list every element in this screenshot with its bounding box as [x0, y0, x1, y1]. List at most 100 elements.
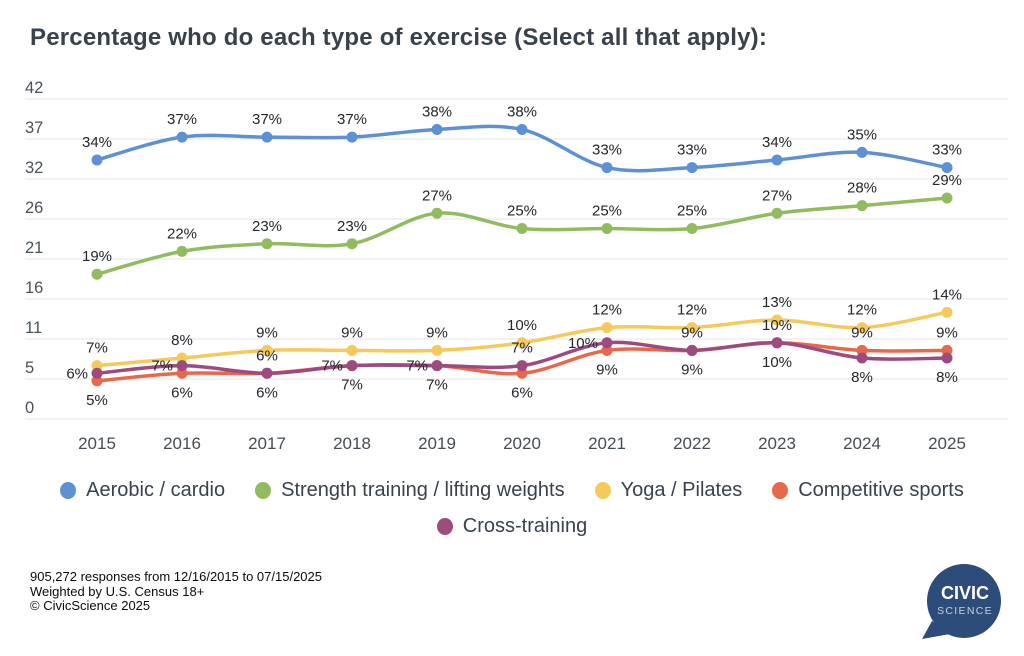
point-yoga-pilates-2024[interactable]: [856, 322, 868, 334]
label-cross-training-2016: 7%: [151, 358, 173, 375]
point-competitive-sports-2020[interactable]: [516, 367, 528, 379]
label-yoga-pilates-2016: 8%: [171, 332, 193, 349]
legend-item-aerobic-cardio[interactable]: Aerobic / cardio: [60, 479, 225, 502]
legend-label-strength-training: Strength training / lifting weights: [281, 479, 565, 501]
legend-swatch-yoga-pilates: [594, 482, 611, 499]
label-aerobic-cardio-2015: 34%: [82, 134, 112, 151]
x-tick-2025: 2025: [928, 434, 966, 453]
point-strength-training-2018[interactable]: [346, 238, 358, 250]
point-yoga-pilates-2016[interactable]: [176, 352, 188, 364]
point-competitive-sports-2021[interactable]: [601, 344, 613, 356]
point-yoga-pilates-2025[interactable]: [941, 306, 953, 318]
legend-swatch-competitive-sports: [772, 482, 789, 499]
point-aerobic-cardio-2017[interactable]: [261, 131, 273, 143]
point-yoga-pilates-2018[interactable]: [346, 344, 358, 356]
point-aerobic-cardio-2016[interactable]: [176, 131, 188, 143]
point-competitive-sports-2015[interactable]: [91, 375, 103, 387]
label-aerobic-cardio-2016: 37%: [167, 111, 197, 128]
point-cross-training-2015[interactable]: [91, 367, 103, 379]
y-tick-26: 26: [25, 199, 43, 217]
point-aerobic-cardio-2015[interactable]: [91, 154, 103, 166]
legend-item-yoga-pilates[interactable]: Yoga / Pilates: [594, 479, 742, 502]
label-aerobic-cardio-2024: 35%: [847, 126, 877, 143]
point-strength-training-2016[interactable]: [176, 245, 188, 257]
x-tick-2019: 2019: [418, 434, 456, 453]
label-competitive-sports-2016: 6%: [171, 384, 193, 401]
label-strength-training-2015: 19%: [82, 248, 112, 265]
point-aerobic-cardio-2020[interactable]: [516, 123, 528, 135]
label-yoga-pilates-2022: 12%: [677, 302, 707, 319]
point-yoga-pilates-2017[interactable]: [261, 344, 273, 356]
label-strength-training-2022: 25%: [677, 203, 707, 220]
label-yoga-pilates-2017: 9%: [256, 324, 278, 341]
point-aerobic-cardio-2024[interactable]: [856, 146, 868, 158]
label-cross-training-2021: 10%: [568, 335, 598, 352]
point-strength-training-2017[interactable]: [261, 238, 273, 250]
logo-text-science: SCIENCE: [937, 605, 993, 617]
label-cross-training-2020: 7%: [511, 340, 533, 357]
legend-item-strength-training[interactable]: Strength training / lifting weights: [255, 479, 565, 502]
point-strength-training-2019[interactable]: [431, 207, 443, 219]
logo-bubble-tail: [922, 621, 950, 639]
label-competitive-sports-2015: 5%: [86, 392, 108, 409]
point-strength-training-2025[interactable]: [941, 192, 953, 204]
chart-title: Percentage who do each type of exercise …: [30, 24, 768, 51]
point-yoga-pilates-2020[interactable]: [516, 337, 528, 349]
point-cross-training-2016[interactable]: [176, 360, 188, 372]
x-tick-2022: 2022: [673, 434, 711, 453]
legend-label-competitive-sports: Competitive sports: [798, 479, 964, 501]
legend-row: Cross-training: [436, 515, 588, 538]
point-competitive-sports-2024[interactable]: [856, 344, 868, 356]
point-aerobic-cardio-2019[interactable]: [431, 123, 443, 135]
point-yoga-pilates-2021[interactable]: [601, 322, 613, 334]
point-cross-training-2020[interactable]: [516, 360, 528, 372]
point-aerobic-cardio-2025[interactable]: [941, 162, 953, 174]
point-cross-training-2023[interactable]: [771, 337, 783, 349]
legend-label-cross-training: Cross-training: [462, 515, 588, 537]
point-yoga-pilates-2019[interactable]: [431, 344, 443, 356]
point-aerobic-cardio-2022[interactable]: [686, 162, 698, 174]
label-cross-training-2019: 7%: [406, 358, 428, 375]
legend-item-competitive-sports[interactable]: Competitive sports: [772, 479, 964, 502]
point-cross-training-2025[interactable]: [941, 352, 953, 364]
point-cross-training-2018[interactable]: [346, 360, 358, 372]
x-tick-2021: 2021: [588, 434, 626, 453]
label-competitive-sports-2025: 9%: [936, 324, 958, 341]
point-strength-training-2022[interactable]: [686, 223, 698, 235]
footnote-copyright: © CivicScience 2025: [30, 598, 151, 614]
chart-footnote: 905,272 responses from 12/16/2015 to 07/…: [30, 569, 530, 614]
point-competitive-sports-2025[interactable]: [941, 344, 953, 356]
label-aerobic-cardio-2017: 37%: [252, 111, 282, 128]
label-aerobic-cardio-2018: 37%: [337, 111, 367, 128]
point-cross-training-2024[interactable]: [856, 352, 868, 364]
label-yoga-pilates-2018: 9%: [341, 324, 363, 341]
point-strength-training-2024[interactable]: [856, 200, 868, 212]
point-aerobic-cardio-2023[interactable]: [771, 154, 783, 166]
point-aerobic-cardio-2021[interactable]: [601, 162, 613, 174]
point-yoga-pilates-2023[interactable]: [771, 314, 783, 326]
footnote-responses: 905,272 responses from 12/16/2015 to 07/…: [30, 569, 322, 584]
x-tick-2020: 2020: [503, 434, 541, 453]
label-aerobic-cardio-2025: 33%: [932, 142, 962, 159]
point-strength-training-2015[interactable]: [91, 268, 103, 280]
point-aerobic-cardio-2018[interactable]: [346, 131, 358, 143]
label-aerobic-cardio-2022: 33%: [677, 142, 707, 159]
point-yoga-pilates-2022[interactable]: [686, 322, 698, 334]
x-tick-2017: 2017: [248, 434, 286, 453]
y-tick-5: 5: [25, 359, 34, 377]
point-yoga-pilates-2015[interactable]: [91, 360, 103, 372]
legend-row: Aerobic / cardio Strength training / lift…: [60, 479, 964, 502]
label-competitive-sports-2021: 9%: [596, 361, 618, 378]
point-cross-training-2021[interactable]: [601, 337, 613, 349]
point-cross-training-2022[interactable]: [686, 344, 698, 356]
point-competitive-sports-2016[interactable]: [176, 367, 188, 379]
legend-item-cross-training[interactable]: Cross-training: [436, 515, 588, 538]
point-cross-training-2019[interactable]: [431, 360, 443, 372]
point-cross-training-2017[interactable]: [261, 367, 273, 379]
label-cross-training-2025: 8%: [936, 369, 958, 386]
point-strength-training-2021[interactable]: [601, 223, 613, 235]
label-cross-training-2022: 9%: [681, 361, 703, 378]
point-strength-training-2023[interactable]: [771, 207, 783, 219]
label-competitive-sports-2022: 9%: [681, 324, 703, 341]
point-strength-training-2020[interactable]: [516, 223, 528, 235]
